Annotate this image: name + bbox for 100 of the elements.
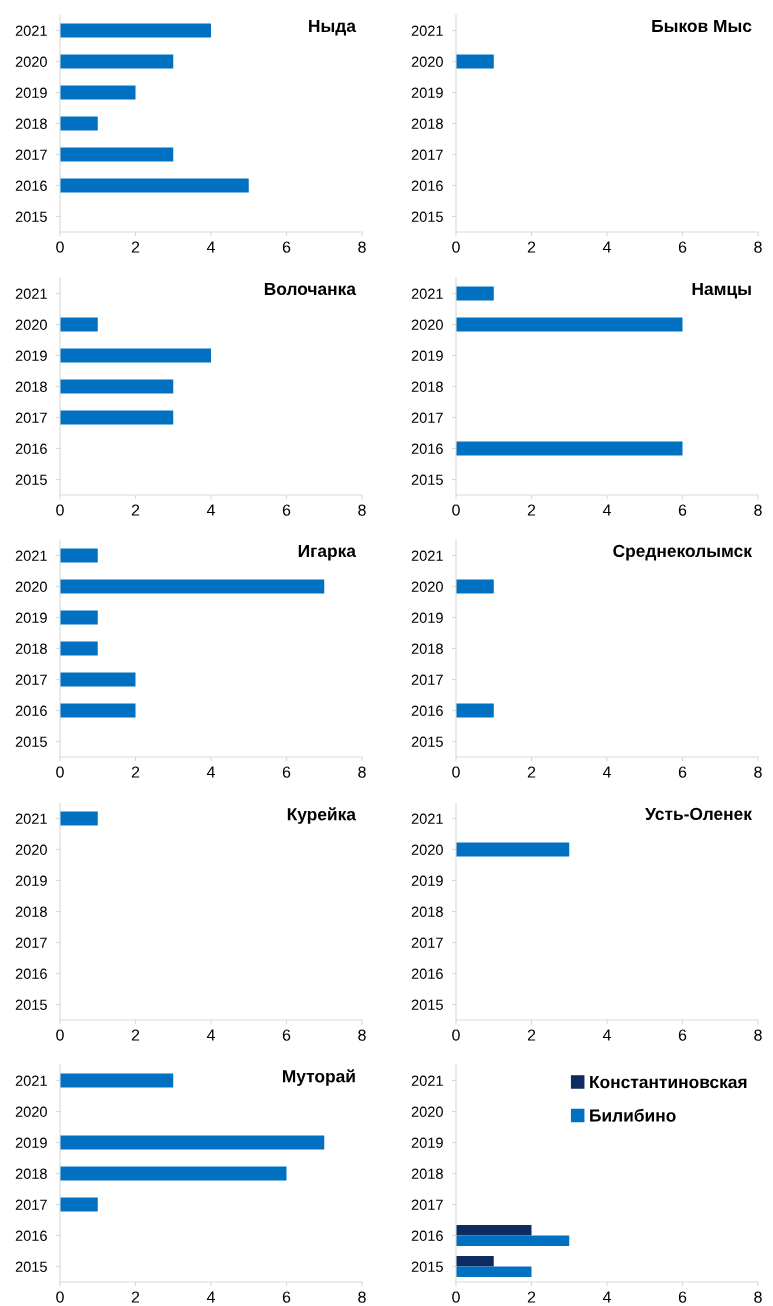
x-tick-label: 0 (452, 766, 460, 778)
y-tick-label: 2016 (411, 968, 443, 979)
legend-label: Билибино (590, 1108, 676, 1122)
bar (60, 610, 98, 625)
x-tick-label: 4 (602, 504, 611, 516)
y-tick-label: 2016 (411, 443, 443, 454)
x-tick-label: 0 (56, 1029, 64, 1041)
chart-title: Курейка (287, 807, 357, 824)
y-tick-label: 2015 (15, 999, 47, 1010)
chart-title: Быков Мыс (652, 19, 752, 33)
y-tick-label: 2017 (411, 937, 443, 948)
x-tick-label: 8 (754, 504, 762, 516)
bar (60, 85, 136, 100)
x-tick-label: 2 (131, 1291, 140, 1303)
bar (60, 1073, 174, 1088)
x-tick-label: 4 (206, 504, 215, 516)
y-tick-label: 2020 (15, 581, 47, 592)
chart-title: Среднеколымск (613, 544, 752, 561)
y-tick-label: 2021 (411, 1075, 443, 1086)
y-tick-label: 2018 (411, 1168, 443, 1179)
y-tick-label: 2015 (15, 474, 47, 485)
x-tick-label: 0 (56, 766, 64, 778)
y-tick-label: 2021 (411, 288, 443, 299)
x-tick-label: 4 (206, 1291, 215, 1303)
bar (60, 672, 136, 687)
bar (60, 348, 211, 363)
y-tick-label: 2017 (15, 149, 47, 160)
bar (60, 410, 174, 425)
x-tick-label: 0 (56, 1291, 64, 1303)
x-tick-label: 6 (282, 1291, 291, 1303)
x-tick-label: 2 (527, 1291, 536, 1303)
bar (60, 23, 211, 38)
y-tick-label: 2016 (411, 1230, 443, 1241)
x-tick-label: 2 (527, 241, 536, 253)
y-tick-label: 2020 (411, 581, 443, 592)
x-tick-label: 6 (282, 241, 291, 253)
bar (60, 1166, 287, 1181)
y-tick-label: 2016 (15, 443, 47, 454)
y-tick-label: 2017 (411, 412, 443, 423)
chart-title: Игарка (298, 544, 357, 561)
x-tick-label: 6 (282, 1029, 291, 1041)
y-tick-label: 2017 (15, 412, 47, 423)
y-tick-label: 2015 (15, 1261, 47, 1272)
x-tick-label: 4 (206, 766, 215, 778)
y-tick-label: 2018 (411, 643, 443, 654)
y-tick-label: 2019 (411, 87, 443, 98)
y-tick-label: 2018 (15, 118, 47, 129)
y-tick-label: 2020 (411, 319, 443, 330)
x-tick-label: 2 (527, 766, 536, 778)
y-tick-label: 2016 (411, 180, 443, 191)
bar (60, 703, 136, 718)
y-tick-label: 2020 (15, 319, 47, 330)
x-tick-label: 6 (282, 504, 291, 516)
x-tick-label: 6 (678, 504, 687, 516)
chart-title: Намцы (692, 282, 751, 299)
y-tick-label: 2017 (15, 1199, 47, 1210)
chart-title: Муторай (282, 1069, 355, 1086)
x-tick-label: 0 (56, 504, 64, 516)
y-tick-label: 2021 (15, 1075, 47, 1086)
y-tick-label: 2018 (15, 643, 47, 654)
y-tick-label: 2020 (15, 844, 47, 855)
bar (60, 178, 249, 193)
bar (60, 54, 174, 69)
x-tick-label: 2 (131, 241, 140, 253)
x-tick-label: 8 (754, 1029, 762, 1041)
bar (456, 1266, 532, 1278)
chart-title: Волочанка (264, 282, 357, 296)
y-tick-label: 2017 (411, 149, 443, 160)
y-tick-label: 2017 (411, 1199, 443, 1210)
x-tick-label: 8 (754, 241, 762, 253)
y-tick-label: 2019 (15, 1137, 47, 1148)
x-tick-label: 8 (754, 1291, 762, 1303)
x-tick-label: 0 (56, 241, 64, 253)
y-tick-label: 2019 (411, 1137, 443, 1148)
y-tick-label: 2016 (15, 968, 47, 979)
y-tick-label: 2015 (411, 211, 443, 222)
bar (60, 317, 98, 332)
y-tick-label: 2015 (15, 211, 47, 222)
x-tick-label: 2 (131, 504, 140, 516)
x-tick-label: 4 (602, 241, 611, 253)
x-tick-label: 2 (131, 1029, 140, 1041)
y-tick-label: 2020 (15, 56, 47, 67)
y-tick-label: 2015 (411, 736, 443, 747)
bar (456, 1255, 494, 1267)
x-tick-label: 6 (678, 766, 687, 778)
y-tick-label: 2021 (15, 288, 47, 299)
y-tick-label: 2018 (411, 906, 443, 917)
bar (60, 1197, 98, 1212)
x-tick-label: 4 (206, 241, 215, 253)
x-tick-label: 0 (452, 1291, 460, 1303)
x-tick-label: 4 (602, 1291, 611, 1303)
y-tick-label: 2021 (411, 25, 443, 36)
y-tick-label: 2017 (15, 937, 47, 948)
x-tick-label: 6 (678, 1291, 687, 1303)
bar (456, 1224, 532, 1236)
y-tick-label: 2016 (411, 705, 443, 716)
chart-title: Усть-Оленек (645, 807, 752, 821)
y-tick-label: 2018 (15, 381, 47, 392)
bar (60, 641, 98, 656)
y-tick-label: 2016 (15, 705, 47, 716)
